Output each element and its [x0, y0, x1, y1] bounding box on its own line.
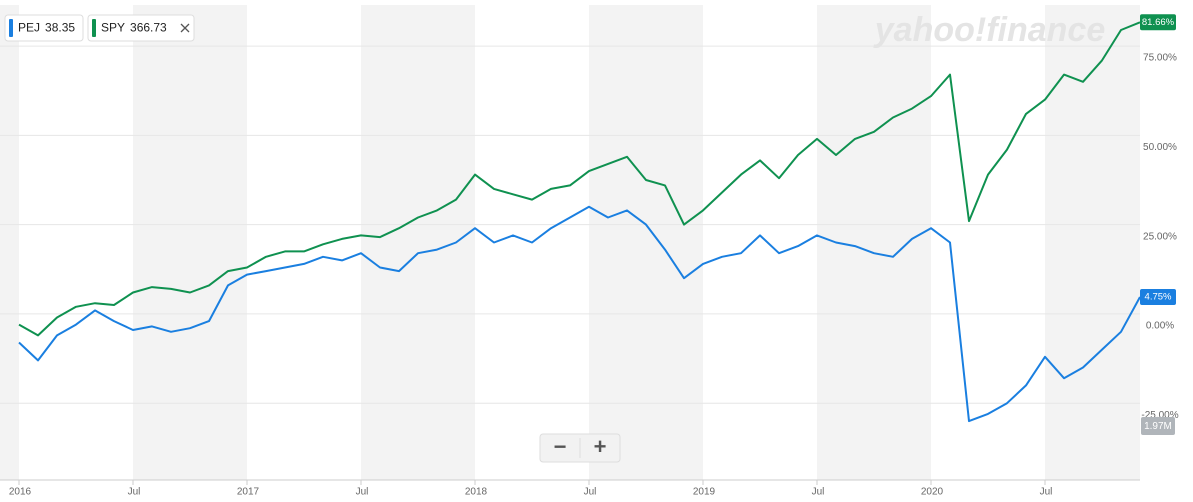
- legend-name: PEJ: [18, 21, 40, 35]
- legend-price: 38.35: [45, 21, 75, 35]
- end-label: 81.66%: [1142, 17, 1175, 28]
- zoom-out[interactable]: −: [554, 434, 567, 459]
- y-tick-label: 75.00%: [1143, 53, 1177, 64]
- legend: PEJ 38.35 SPY 366.73: [4, 14, 195, 42]
- x-tick-label: 2019: [693, 487, 716, 498]
- volume-tag: [1141, 417, 1175, 435]
- end-tag: [1140, 14, 1176, 31]
- y-tick-label: -25.00%: [1141, 410, 1178, 421]
- x-tick-label: Jul: [128, 487, 141, 498]
- end-label: 4.75%: [1145, 291, 1172, 302]
- legend-close[interactable]: [180, 23, 190, 33]
- legend-name: SPY: [101, 21, 125, 35]
- band: [589, 5, 703, 480]
- bands: [0, 5, 1140, 481]
- legend-swatch: [9, 19, 13, 37]
- legend-box[interactable]: [4, 14, 84, 42]
- y-tick-label: 50.00%: [1143, 142, 1177, 153]
- legend-swatch: [92, 19, 96, 37]
- band: [133, 5, 247, 480]
- x-tick-label: Jul: [812, 487, 825, 498]
- end-tag: [1140, 288, 1176, 305]
- x-tick-label: Jul: [1040, 487, 1053, 498]
- y-tick-label: 25.00%: [1143, 231, 1177, 242]
- series-line: [18, 205, 1141, 423]
- x-tick-label: 2018: [465, 487, 488, 498]
- band: [0, 5, 19, 480]
- series-line: [18, 21, 1141, 337]
- x-tick-label: 2020: [921, 487, 944, 498]
- zoom-in[interactable]: +: [594, 434, 607, 459]
- x-tick-label: 2017: [237, 487, 260, 498]
- grid: -25.00% 0.00% 25.00% 50.00% 75.00% 2016 Jul 201…: [0, 45, 1179, 498]
- x-tick-label: 2016: [9, 487, 32, 498]
- band: [361, 5, 475, 480]
- band: [1045, 5, 1140, 480]
- y-tick-label: 0.00%: [1146, 321, 1174, 332]
- legend-price: 366.73: [130, 21, 167, 35]
- lines: 4.75% 81.66%: [18, 14, 1176, 423]
- zoom-controls: − +: [539, 433, 621, 463]
- volume-label: 1.97M: [1144, 421, 1172, 432]
- x-tick-label: Jul: [584, 487, 597, 498]
- x-tick-label: Jul: [356, 487, 369, 498]
- watermark: yahoo!finance: [873, 11, 1105, 49]
- legend-box[interactable]: [87, 14, 195, 42]
